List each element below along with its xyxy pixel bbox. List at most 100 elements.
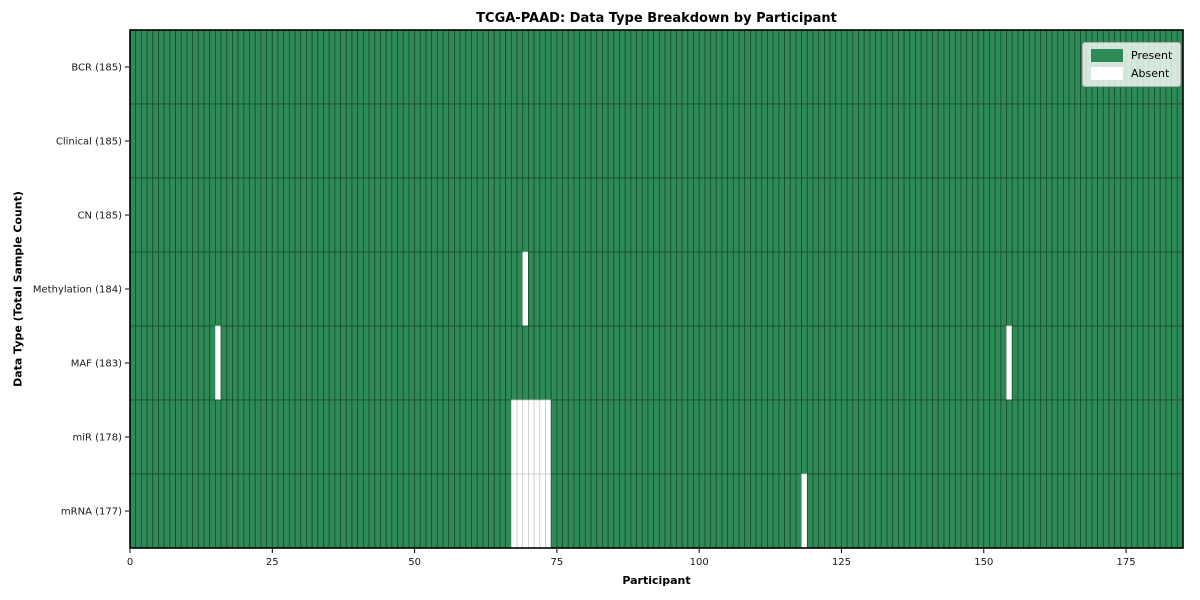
cell — [448, 399, 455, 475]
cell — [1057, 29, 1064, 105]
cell — [727, 473, 734, 549]
cell — [516, 29, 524, 105]
cell — [294, 473, 302, 549]
cell — [1028, 103, 1036, 179]
cell — [499, 251, 507, 327]
cell — [249, 399, 256, 475]
cell — [1080, 177, 1087, 253]
cell — [180, 29, 188, 105]
cell — [761, 177, 768, 253]
cell — [812, 177, 820, 253]
cell — [488, 177, 495, 253]
cell — [1085, 103, 1093, 179]
cell — [983, 473, 990, 549]
cell — [448, 177, 455, 253]
cell — [209, 29, 216, 105]
cell — [715, 325, 723, 401]
cell — [180, 399, 188, 475]
cell — [573, 177, 581, 253]
cell — [385, 325, 393, 401]
cell — [1023, 103, 1030, 179]
cell — [772, 251, 780, 327]
cell — [249, 251, 256, 327]
cell — [1108, 177, 1116, 253]
cell — [1114, 325, 1121, 401]
cell — [863, 29, 871, 105]
cell — [789, 251, 797, 327]
cell — [801, 473, 808, 549]
cell — [214, 177, 222, 253]
cell — [926, 399, 933, 475]
cell — [545, 29, 552, 105]
cell — [442, 177, 450, 253]
cell — [197, 103, 205, 179]
cell — [380, 103, 387, 179]
cell — [886, 251, 894, 327]
cell — [937, 177, 945, 253]
cell — [898, 473, 905, 549]
cell — [277, 103, 285, 179]
cell — [266, 399, 273, 475]
cell — [493, 103, 501, 179]
cell — [510, 177, 518, 253]
cell — [397, 29, 404, 105]
cell — [619, 177, 626, 253]
cell — [698, 177, 706, 253]
cell — [493, 29, 501, 105]
cell — [732, 251, 740, 327]
cell — [858, 325, 865, 401]
cell — [989, 103, 996, 179]
cell — [226, 29, 233, 105]
cell — [801, 29, 808, 105]
cell — [260, 103, 268, 179]
cell — [249, 177, 256, 253]
cell — [226, 399, 233, 475]
cell — [647, 325, 655, 401]
cell — [385, 251, 393, 327]
cell — [419, 177, 427, 253]
cell — [670, 29, 677, 105]
present-swatch-icon — [1091, 49, 1123, 62]
cell — [778, 399, 785, 475]
cell — [260, 29, 268, 105]
cell — [738, 251, 746, 327]
cell — [249, 473, 256, 549]
cell — [436, 399, 444, 475]
cell — [1091, 177, 1099, 253]
cell — [431, 103, 438, 179]
cell — [972, 29, 979, 105]
cell — [323, 325, 330, 401]
cell — [1142, 473, 1150, 549]
cell — [163, 177, 171, 253]
cell — [755, 325, 763, 401]
cell — [943, 399, 951, 475]
cell — [795, 251, 803, 327]
cell — [835, 473, 842, 549]
cell — [1023, 399, 1030, 475]
cell — [1074, 473, 1081, 549]
cell — [357, 251, 364, 327]
cell — [664, 325, 672, 401]
cell — [767, 177, 774, 253]
cell — [1040, 251, 1047, 327]
cell — [647, 29, 655, 105]
cell — [744, 325, 751, 401]
cell — [226, 325, 233, 401]
cell — [647, 103, 655, 179]
cell — [590, 473, 598, 549]
cell — [806, 177, 814, 253]
cell — [186, 399, 194, 475]
cell — [1114, 473, 1121, 549]
cell — [550, 103, 558, 179]
cell — [271, 325, 279, 401]
cell — [431, 177, 438, 253]
cell — [886, 399, 894, 475]
cell — [613, 251, 620, 327]
cell — [596, 251, 603, 327]
cell — [693, 103, 700, 179]
cell — [960, 399, 968, 475]
cell — [254, 29, 262, 105]
cell — [317, 473, 324, 549]
cell — [493, 325, 501, 401]
cell — [579, 473, 586, 549]
